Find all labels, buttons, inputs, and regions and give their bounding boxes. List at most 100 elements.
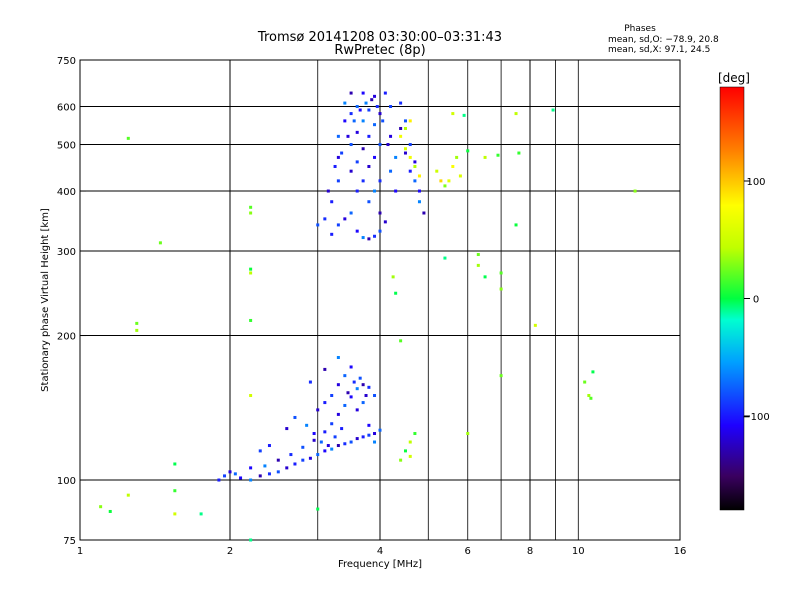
- data-point: [367, 108, 371, 112]
- data-point: [158, 241, 162, 245]
- data-point: [346, 391, 350, 395]
- data-point: [373, 432, 377, 436]
- data-point: [249, 267, 253, 271]
- data-point: [361, 147, 365, 151]
- data-point: [399, 458, 403, 462]
- data-point: [413, 160, 417, 164]
- data-point: [343, 442, 347, 446]
- data-point: [316, 507, 320, 511]
- data-point: [330, 447, 334, 451]
- data-point: [583, 380, 587, 384]
- data-point: [514, 223, 518, 227]
- x-axis-ticks: 1 2 4 6 8 10 16: [77, 546, 687, 557]
- data-point: [633, 189, 637, 193]
- data-point: [361, 91, 365, 95]
- data-point: [399, 339, 403, 343]
- data-point: [443, 256, 447, 260]
- data-point: [333, 435, 337, 439]
- data-point: [336, 223, 340, 227]
- data-point: [312, 438, 316, 442]
- data-point: [591, 370, 595, 374]
- y-axis-label: Stationary phase Virtual Height [km]: [40, 208, 51, 392]
- data-point: [355, 130, 359, 134]
- data-point: [417, 174, 421, 178]
- y-tick-label: 75: [63, 536, 76, 547]
- data-point: [361, 236, 365, 240]
- data-point: [336, 444, 340, 448]
- data-point: [364, 394, 368, 398]
- data-point: [330, 232, 334, 236]
- colorbar-tick-label: −100: [742, 412, 769, 423]
- data-point: [355, 408, 359, 412]
- data-point: [336, 355, 340, 359]
- data-point: [466, 432, 470, 436]
- data-point: [496, 153, 500, 157]
- data-point: [389, 134, 393, 138]
- data-point: [343, 119, 347, 123]
- data-point: [394, 189, 398, 193]
- data-point: [367, 134, 371, 138]
- data-point: [319, 440, 323, 444]
- data-point: [451, 112, 455, 116]
- data-point: [391, 275, 395, 279]
- data-point: [336, 155, 340, 159]
- data-point: [378, 211, 382, 215]
- data-point: [378, 229, 382, 233]
- data-point: [383, 220, 387, 224]
- data-point: [199, 512, 203, 516]
- data-point: [355, 229, 359, 233]
- data-point: [285, 427, 289, 431]
- x-tick-label: 4: [377, 546, 383, 557]
- data-point: [173, 512, 177, 516]
- data-point: [343, 217, 347, 221]
- data-point: [239, 476, 243, 480]
- data-point: [499, 374, 503, 378]
- data-point: [326, 189, 330, 193]
- data-point: [403, 449, 407, 453]
- data-point: [340, 151, 344, 155]
- data-point: [373, 123, 377, 127]
- data-point: [533, 323, 537, 327]
- scatter-points: [99, 91, 637, 542]
- data-point: [403, 126, 407, 130]
- data-point: [373, 94, 377, 98]
- data-point: [370, 98, 374, 102]
- data-point: [378, 428, 382, 432]
- data-point: [316, 408, 320, 412]
- data-point: [458, 174, 462, 178]
- x-tick-label: 8: [527, 546, 533, 557]
- y-axis-ticks: 75 100 200 300 400 500 600 750: [57, 56, 86, 547]
- data-point: [323, 367, 327, 371]
- data-point: [217, 478, 221, 482]
- x-axis-label: Frequency [MHz]: [338, 559, 422, 570]
- data-point: [323, 217, 327, 221]
- data-point: [233, 472, 237, 476]
- data-point: [346, 134, 350, 138]
- data-point: [308, 456, 312, 460]
- data-point: [349, 211, 353, 215]
- data-point: [439, 179, 443, 183]
- data-point: [126, 136, 130, 140]
- data-point: [316, 453, 320, 457]
- data-point: [361, 383, 365, 387]
- data-point: [355, 189, 359, 193]
- stats-heading: Phases: [624, 24, 656, 34]
- data-point: [408, 155, 412, 159]
- data-point: [483, 275, 487, 279]
- data-point: [308, 380, 312, 384]
- data-point: [587, 394, 591, 398]
- data-point: [99, 505, 103, 509]
- data-point: [367, 200, 371, 204]
- data-point: [383, 91, 387, 95]
- data-point: [373, 394, 377, 398]
- data-point: [386, 143, 390, 147]
- data-point: [249, 478, 253, 482]
- data-point: [312, 432, 316, 436]
- data-point: [340, 427, 344, 431]
- data-point: [483, 155, 487, 159]
- data-point: [276, 458, 280, 462]
- colorbar-ticks: 100 0 −100: [742, 177, 769, 423]
- data-point: [249, 271, 253, 275]
- y-tick-label: 500: [57, 141, 76, 152]
